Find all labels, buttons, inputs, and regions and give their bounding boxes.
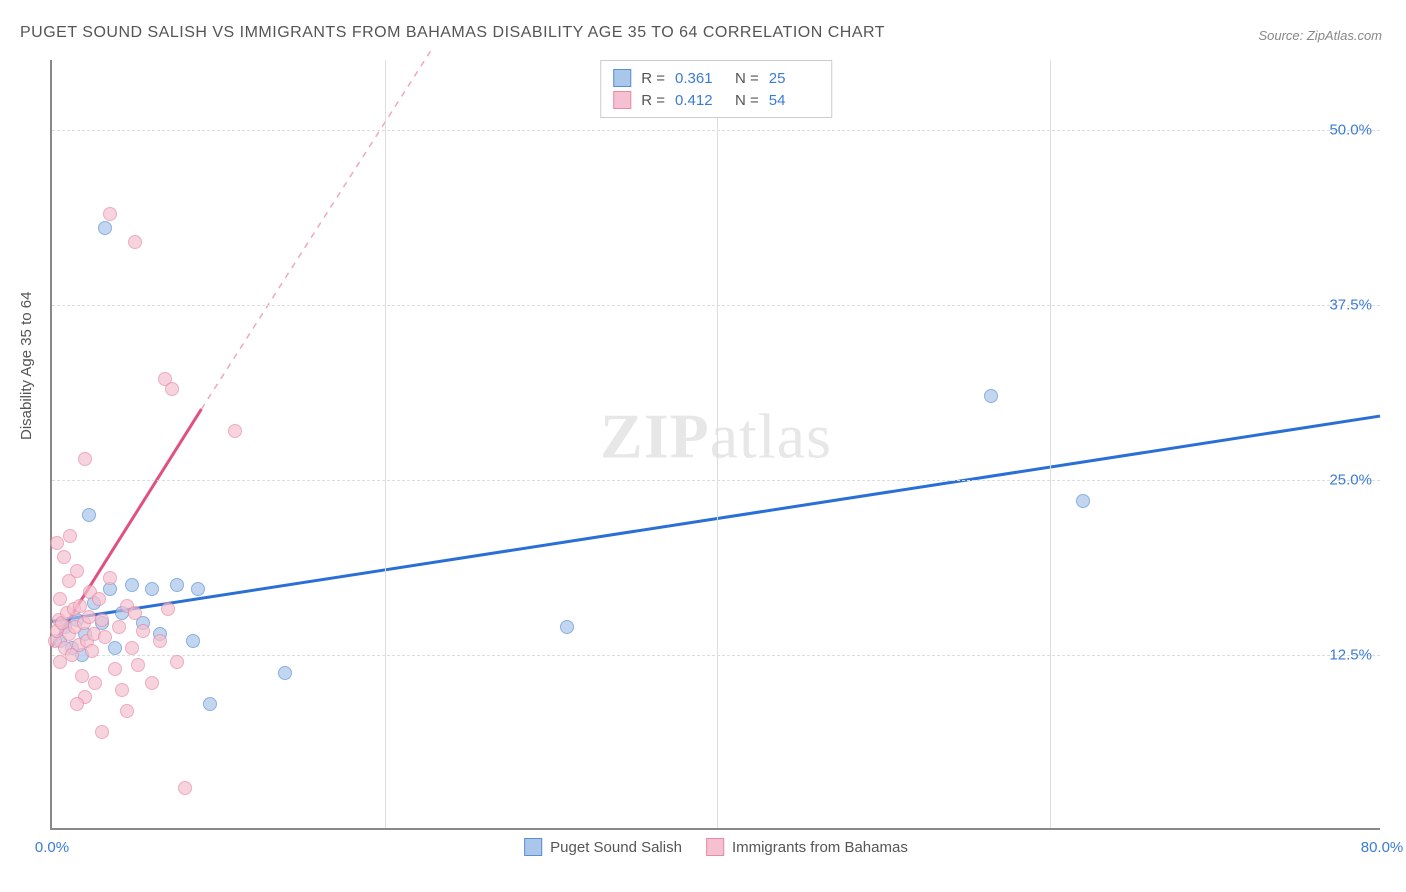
legend-item-series2: Immigrants from Bahamas xyxy=(706,838,908,856)
x-tick-label: 80.0% xyxy=(1361,839,1404,856)
watermark: ZIPatlas xyxy=(600,400,832,474)
r-value-series2: 0.412 xyxy=(675,92,725,109)
scatter-point xyxy=(53,592,67,606)
swatch-series2 xyxy=(613,91,631,109)
scatter-point xyxy=(63,529,77,543)
scatter-point xyxy=(103,571,117,585)
scatter-point xyxy=(95,613,109,627)
y-axis-label: Disability Age 35 to 64 xyxy=(18,292,35,440)
scatter-point xyxy=(984,389,998,403)
scatter-point xyxy=(560,620,574,634)
scatter-point xyxy=(186,634,200,648)
scatter-point xyxy=(75,669,89,683)
scatter-point xyxy=(95,725,109,739)
scatter-point xyxy=(191,582,205,596)
scatter-point xyxy=(136,624,150,638)
scatter-point xyxy=(153,634,167,648)
scatter-point xyxy=(82,508,96,522)
stats-box: R = 0.361 N = 25 R = 0.412 N = 54 xyxy=(600,60,832,118)
r-label: R = xyxy=(641,70,665,87)
scatter-point xyxy=(228,424,242,438)
y-tick-label: 25.0% xyxy=(1329,472,1372,489)
watermark-bold: ZIP xyxy=(600,401,710,472)
n-label: N = xyxy=(735,70,759,87)
scatter-point xyxy=(78,452,92,466)
y-tick-label: 37.5% xyxy=(1329,297,1372,314)
n-value-series2: 54 xyxy=(769,92,819,109)
y-tick-label: 12.5% xyxy=(1329,647,1372,664)
scatter-point xyxy=(115,683,129,697)
scatter-point xyxy=(131,658,145,672)
scatter-point xyxy=(170,655,184,669)
scatter-point xyxy=(165,382,179,396)
scatter-point xyxy=(128,606,142,620)
scatter-point xyxy=(103,207,117,221)
scatter-point xyxy=(120,704,134,718)
scatter-point xyxy=(88,676,102,690)
scatter-point xyxy=(108,662,122,676)
stats-row-series2: R = 0.412 N = 54 xyxy=(613,89,819,111)
scatter-point xyxy=(145,582,159,596)
scatter-point xyxy=(1076,494,1090,508)
chart-title: PUGET SOUND SALISH VS IMMIGRANTS FROM BA… xyxy=(20,24,885,42)
scatter-point xyxy=(128,235,142,249)
scatter-point xyxy=(50,536,64,550)
stats-row-series1: R = 0.361 N = 25 xyxy=(613,67,819,89)
scatter-point xyxy=(125,578,139,592)
scatter-point xyxy=(125,641,139,655)
legend-swatch-series1 xyxy=(524,838,542,856)
scatter-point xyxy=(278,666,292,680)
legend-swatch-series2 xyxy=(706,838,724,856)
legend-item-series1: Puget Sound Salish xyxy=(524,838,682,856)
legend: Puget Sound Salish Immigrants from Baham… xyxy=(524,838,908,856)
y-tick-label: 50.0% xyxy=(1329,122,1372,139)
scatter-point xyxy=(108,641,122,655)
n-value-series1: 25 xyxy=(769,70,819,87)
legend-label-series2: Immigrants from Bahamas xyxy=(732,839,908,856)
scatter-point xyxy=(98,221,112,235)
scatter-point xyxy=(112,620,126,634)
scatter-point xyxy=(203,697,217,711)
scatter-point xyxy=(70,564,84,578)
watermark-light: atlas xyxy=(710,401,832,472)
trend-lines-svg xyxy=(52,60,1380,828)
source-attribution: Source: ZipAtlas.com xyxy=(1258,28,1382,43)
scatter-point xyxy=(92,592,106,606)
swatch-series1 xyxy=(613,69,631,87)
r-value-series1: 0.361 xyxy=(675,70,725,87)
scatter-point xyxy=(145,676,159,690)
legend-label-series1: Puget Sound Salish xyxy=(550,839,682,856)
x-tick-label: 0.0% xyxy=(35,839,69,856)
n-label: N = xyxy=(735,92,759,109)
scatter-point xyxy=(85,644,99,658)
scatter-point xyxy=(98,630,112,644)
scatter-point xyxy=(82,610,96,624)
scatter-point xyxy=(170,578,184,592)
scatter-point xyxy=(178,781,192,795)
scatter-point xyxy=(161,602,175,616)
scatter-point xyxy=(57,550,71,564)
plot-area: ZIPatlas 12.5%25.0%37.5%50.0% 0.0%80.0% … xyxy=(50,60,1380,830)
scatter-point xyxy=(70,697,84,711)
r-label: R = xyxy=(641,92,665,109)
